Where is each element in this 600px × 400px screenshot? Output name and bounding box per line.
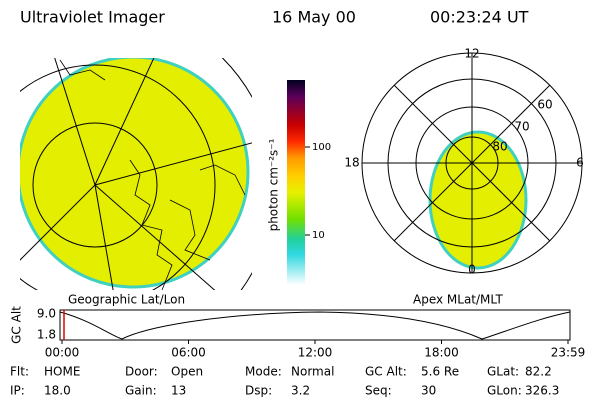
colorbar-label: photon cm⁻²s⁻¹ <box>267 138 281 231</box>
status-label: Seq: <box>365 384 392 398</box>
status-label: GLon: <box>487 384 522 398</box>
status-value: 5.6 Re <box>421 365 459 379</box>
status-label: GC Alt: <box>365 365 407 379</box>
status-label: Door: <box>125 365 158 379</box>
lat-label: 80 <box>492 140 507 154</box>
status-label: Mode: <box>245 365 282 379</box>
altitude-curve <box>59 311 571 340</box>
colorbar-tick-label: 10 <box>312 230 325 241</box>
mlt-label: 12 <box>464 47 479 61</box>
status-value: 3.2 <box>291 384 310 398</box>
date: 16 May 00 <box>272 8 356 27</box>
status-value: Open <box>171 365 203 379</box>
x-ticks: 00:00 06:00 12:00 18:00 23:59 <box>45 340 586 360</box>
status-label: IP: <box>10 384 25 398</box>
status-value: 82.2 <box>525 365 552 379</box>
status-value: 13 <box>171 384 186 398</box>
left-caption: Geographic Lat/Lon <box>68 293 185 307</box>
status-label: Dsp: <box>245 384 272 398</box>
x-tick-label: 18:00 <box>424 346 459 360</box>
mlt-label: 18 <box>344 156 359 170</box>
y-tick-label: 1.8 <box>37 328 56 342</box>
status-value: HOME <box>44 365 80 379</box>
status-value: 326.3 <box>525 384 559 398</box>
geographic-image <box>20 58 252 290</box>
status-value: 30 <box>421 384 436 398</box>
status-label: Flt: <box>10 365 29 379</box>
x-tick-label: 06:00 <box>171 346 206 360</box>
x-tick-label: 12:00 <box>298 346 333 360</box>
status-value: 18.0 <box>44 384 71 398</box>
lat-label: 60 <box>537 98 552 112</box>
altitude-axis-label: GC Alt <box>10 306 24 344</box>
mlt-label: 6 <box>576 156 584 170</box>
colorbar-tick-label: 100 <box>312 142 331 153</box>
title: Ultraviolet Imager <box>20 8 165 27</box>
polar-plot <box>361 52 583 274</box>
status-label: GLat: <box>487 365 519 379</box>
x-tick-label: 00:00 <box>45 346 80 360</box>
status-panel: Flt: HOME Door: Open Mode: Normal GC Alt: 5.6 R… <box>10 365 559 398</box>
mlt-label: 0 <box>468 263 476 277</box>
status-label: Gain: <box>125 384 157 398</box>
status-value: Normal <box>291 365 334 379</box>
time: 00:23:24 UT <box>430 8 529 27</box>
colorbar <box>287 80 305 285</box>
lat-label: 70 <box>514 120 529 134</box>
x-tick-label: 23:59 <box>551 346 586 360</box>
y-tick-label: 9.0 <box>37 307 56 321</box>
right-caption: Apex MLat/MLT <box>413 293 503 307</box>
